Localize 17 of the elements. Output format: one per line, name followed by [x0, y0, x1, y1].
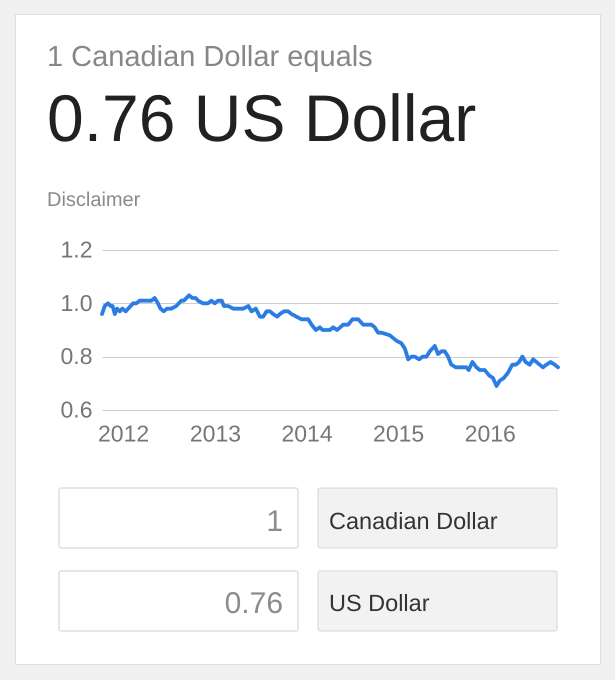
y-tick-label: 0.8	[60, 343, 92, 370]
text: 1	[266, 505, 283, 538]
x-tick-label: 2012	[98, 420, 150, 446]
x-tick-label: 2016	[464, 420, 516, 446]
x-tick-label: 2013	[190, 420, 242, 446]
text: Disclaimer	[47, 189, 141, 211]
y-tick-label: 0.6	[60, 396, 92, 422]
x-tick-label: 2015	[373, 420, 424, 446]
y-tick-label: 1.0	[60, 290, 92, 316]
chart-title: 1 Canadian Dollar equals	[47, 41, 373, 73]
y-tick-label: 1.2	[60, 236, 92, 262]
x-tick-label: 2014	[281, 420, 333, 446]
text: Canadian Dollar	[329, 508, 498, 534]
line-series	[100, 293, 560, 388]
text: US Dollar	[329, 590, 430, 616]
chart-subtitle: 0.76 US Dollar	[47, 81, 476, 155]
text: 0.76	[224, 587, 283, 620]
